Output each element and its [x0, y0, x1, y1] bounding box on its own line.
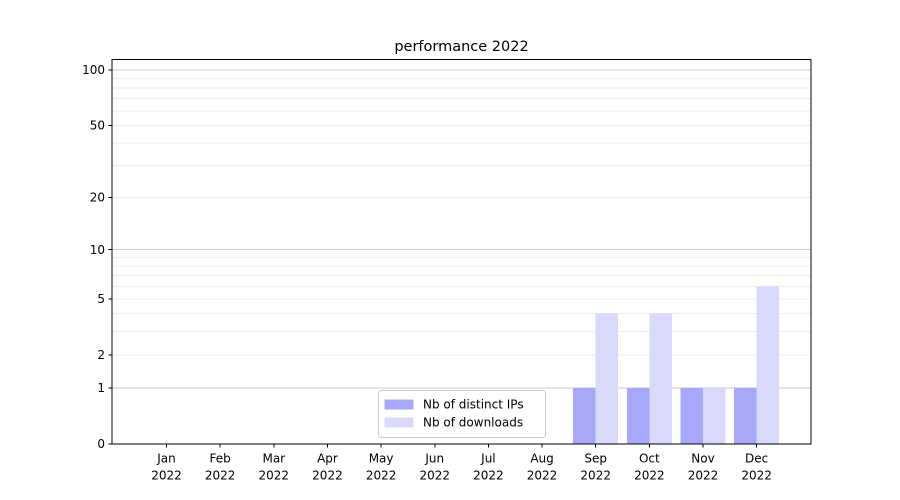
- legend-label-nb-of-downloads: Nb of downloads: [423, 416, 523, 430]
- x-tick-label-year-aug: 2022: [527, 469, 558, 483]
- chart-title: performance 2022: [394, 39, 528, 55]
- bar-nb-of-distinct-ips-oct: [626, 387, 650, 444]
- x-tick-label-month-oct: Oct: [639, 452, 660, 466]
- x-tick-label-month-apr: Apr: [317, 452, 338, 466]
- y-tick-label-20: 20: [90, 190, 105, 204]
- bar-nb-of-distinct-ips-nov: [680, 387, 703, 444]
- y-tick-label-0: 0: [97, 437, 105, 451]
- x-tick-label-month-jan: Jan: [156, 452, 176, 466]
- bar-nb-of-downloads-oct: [649, 313, 672, 444]
- legend-box: [378, 390, 546, 438]
- y-tick-label-5: 5: [97, 292, 105, 306]
- y-tick-label-1: 1: [97, 381, 105, 395]
- x-tick-label-month-nov: Nov: [691, 452, 714, 466]
- x-tick-label-year-may: 2022: [366, 469, 397, 483]
- x-tick-label-year-jan: 2022: [151, 469, 182, 483]
- x-tick-label-month-dec: Dec: [745, 452, 768, 466]
- x-tick-label-year-feb: 2022: [205, 469, 236, 483]
- x-tick-label-year-jun: 2022: [419, 469, 450, 483]
- x-tick-label-month-mar: Mar: [262, 452, 285, 466]
- x-tick-label-month-jul: Jul: [480, 452, 495, 466]
- x-tick-label-year-mar: 2022: [259, 469, 290, 483]
- x-tick-label-year-apr: 2022: [312, 469, 343, 483]
- axes-frame: [111, 59, 812, 445]
- x-tick-label-year-sep: 2022: [580, 469, 611, 483]
- legend-label-nb-of-distinct-ips: Nb of distinct IPs: [423, 398, 524, 412]
- bar-nb-of-downloads-sep: [595, 313, 619, 444]
- x-tick-label-month-aug: Aug: [530, 452, 553, 466]
- x-tick-label-year-oct: 2022: [634, 469, 665, 483]
- bar-nb-of-distinct-ips-dec: [734, 387, 757, 444]
- y-tick-label-100: 100: [82, 63, 105, 77]
- bar-nb-of-distinct-ips-sep: [573, 387, 596, 444]
- legend-swatch-nb-of-distinct-ips: [384, 399, 414, 410]
- x-tick-label-month-jun: Jun: [424, 452, 444, 466]
- x-tick-label-year-dec: 2022: [741, 469, 772, 483]
- bar-nb-of-downloads-dec: [756, 286, 780, 444]
- x-tick-label-month-feb: Feb: [210, 452, 231, 466]
- bar-nb-of-downloads-nov: [703, 387, 726, 444]
- y-tick-label-50: 50: [90, 119, 105, 133]
- y-tick-label-2: 2: [97, 348, 105, 362]
- x-tick-label-year-jul: 2022: [473, 469, 504, 483]
- y-tick-label-10: 10: [90, 243, 105, 257]
- x-tick-label-year-nov: 2022: [688, 469, 719, 483]
- x-tick-label-month-sep: Sep: [584, 452, 607, 466]
- legend-swatch-nb-of-downloads: [384, 417, 414, 428]
- x-tick-label-month-may: May: [369, 452, 394, 466]
